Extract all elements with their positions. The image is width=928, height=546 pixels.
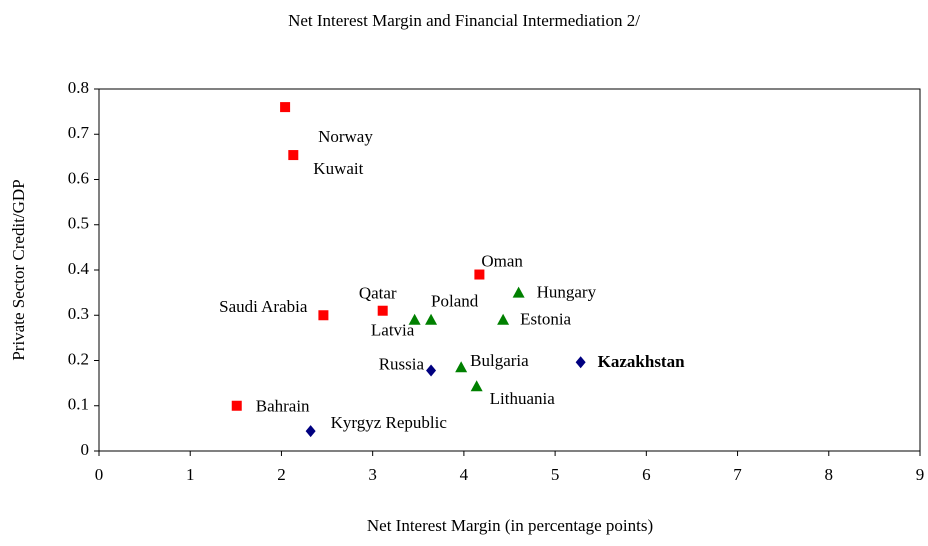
point-label: Saudi Arabia	[219, 297, 308, 316]
point-label: Bulgaria	[470, 351, 529, 370]
y-tick-label: 0.7	[68, 123, 90, 142]
point	[497, 313, 510, 325]
y-tick-label: 0.6	[68, 168, 89, 187]
point	[575, 356, 586, 369]
x-tick-label: 1	[186, 465, 195, 484]
point	[377, 305, 388, 316]
point-label: Qatar	[359, 284, 397, 303]
y-axis-label: Private Sector Credit/GDP	[9, 179, 28, 360]
y-tick-label: 0.2	[68, 349, 89, 368]
point	[474, 269, 485, 280]
y-tick-label: 0.3	[68, 304, 89, 323]
point-label: Kazakhstan	[598, 352, 685, 371]
point-label: Latvia	[371, 321, 415, 340]
point	[231, 400, 242, 411]
point-label: Kuwait	[313, 159, 363, 178]
y-tick-label: 0.5	[68, 214, 89, 233]
point-label: Oman	[481, 251, 523, 270]
x-axis-label: Net Interest Margin (in percentage point…	[367, 516, 653, 535]
point	[425, 313, 438, 325]
x-tick-label: 8	[825, 465, 834, 484]
y-tick-label: 0.1	[68, 395, 89, 414]
x-tick-label: 2	[277, 465, 286, 484]
point	[455, 361, 468, 373]
point	[408, 313, 421, 325]
point	[280, 102, 291, 113]
point	[426, 364, 437, 377]
point-label: Estonia	[520, 310, 571, 329]
x-tick-label: 0	[95, 465, 104, 484]
point	[318, 310, 329, 321]
point-label: Russia	[379, 354, 425, 373]
y-tick-label: 0.4	[68, 259, 90, 278]
x-tick-label: 3	[368, 465, 377, 484]
y-tick-label: 0.8	[68, 78, 89, 97]
point	[288, 150, 299, 161]
x-tick-label: 7	[733, 465, 742, 484]
x-tick-label: 9	[916, 465, 925, 484]
point-label: Lithuania	[490, 389, 556, 408]
x-tick-label: 6	[642, 465, 651, 484]
chart-title: Net Interest Margin and Financial Interm…	[288, 11, 640, 30]
point-label: Bahrain	[256, 397, 310, 416]
point	[470, 380, 483, 392]
point	[305, 425, 316, 438]
point-label: Kyrgyz Republic	[331, 413, 448, 432]
point-label: Poland	[431, 292, 479, 311]
point-label: Norway	[318, 127, 373, 146]
y-tick-label: 0	[81, 440, 90, 459]
x-tick-label: 5	[551, 465, 560, 484]
point	[512, 286, 525, 298]
point-label: Hungary	[537, 283, 597, 302]
x-tick-label: 4	[460, 465, 469, 484]
